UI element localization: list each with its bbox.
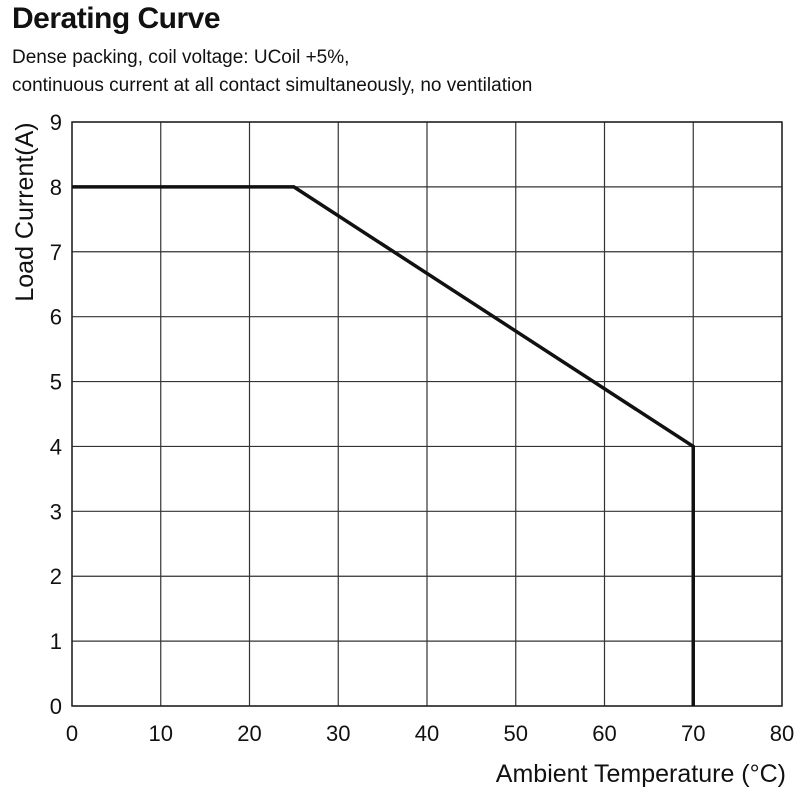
subtitle-line-2: continuous current at all contact simult…	[12, 75, 533, 96]
x-tick-label: 50	[504, 721, 528, 746]
series-line	[72, 185, 695, 706]
chart-grid	[71, 121, 783, 707]
chart-subtitle: Dense packing, coil voltage: UCoil +5%, …	[12, 44, 532, 100]
y-tick-label: 9	[50, 110, 62, 135]
y-tick-label: 8	[50, 175, 62, 200]
y-axis-label: Load Current(A)	[11, 122, 39, 301]
chart-series	[72, 185, 695, 706]
y-axis-ticks: 0 1 2 3 4 5 6 7 8 9	[50, 110, 62, 719]
subtitle-line-1: Dense packing, coil voltage: UCoil +5%,	[12, 47, 350, 68]
plot-frame	[71, 121, 783, 707]
x-tick-label: 60	[592, 721, 616, 746]
chart-title: Derating Curve	[12, 2, 221, 35]
x-tick-label: 0	[66, 721, 78, 746]
x-tick-label: 30	[326, 721, 350, 746]
y-tick-label: 0	[50, 694, 62, 719]
y-tick-label: 6	[50, 305, 62, 330]
y-tick-label: 3	[50, 499, 62, 524]
x-axis-ticks: 0 10 20 30 40 50 60 70 80	[66, 721, 794, 746]
y-tick-label: 1	[50, 629, 62, 654]
y-tick-label: 2	[50, 564, 62, 589]
x-axis-label: Ambient Temperature (°C)	[496, 760, 786, 788]
x-tick-label: 80	[770, 721, 794, 746]
x-tick-label: 20	[237, 721, 261, 746]
x-tick-label: 40	[415, 721, 439, 746]
x-tick-label: 70	[681, 721, 705, 746]
y-tick-label: 5	[50, 370, 62, 395]
y-tick-label: 4	[50, 434, 62, 459]
y-tick-label: 7	[50, 240, 62, 265]
x-tick-label: 10	[149, 721, 173, 746]
